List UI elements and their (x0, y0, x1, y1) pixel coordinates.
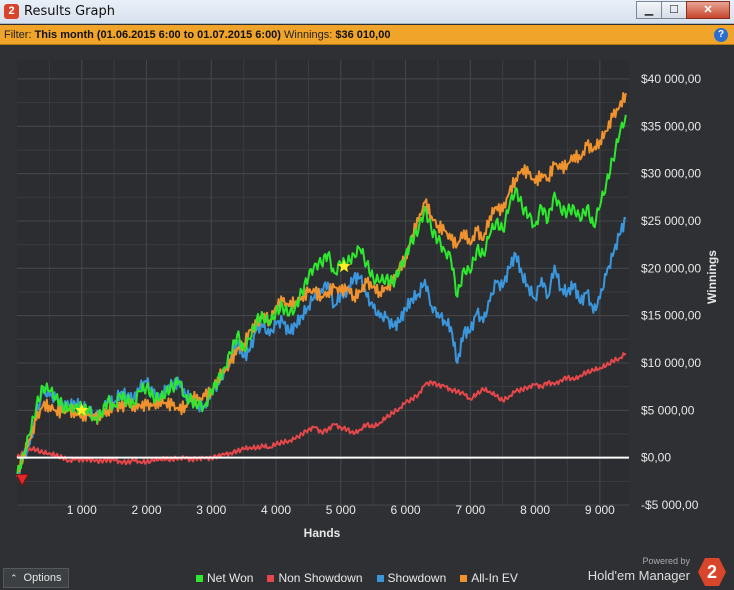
x-tick-label: 3 000 (196, 503, 226, 517)
legend-label-non-showdown: Non Showdown (278, 571, 363, 585)
y-tick-label: $40 000,00 (641, 72, 701, 86)
y-axis-label: Winnings (705, 250, 719, 304)
x-tick-label: 1 000 (67, 503, 97, 517)
series-lines (16, 92, 629, 477)
chart-markers (15, 259, 351, 487)
minimize-button[interactable]: ▁ (636, 1, 662, 19)
series-line-non-showdown (16, 352, 627, 466)
winnings-label: Winnings: (284, 29, 333, 41)
x-tick-label: 2 000 (132, 503, 162, 517)
branding: Powered by Hold'em Manager 2 (586, 556, 726, 590)
powered-by-text: Powered by (642, 556, 690, 566)
window-buttons: ▁ ☐ ✕ (636, 1, 730, 20)
legend-swatch-showdown (376, 574, 384, 582)
legend-label-showdown: Showdown (387, 571, 447, 585)
legend-label-all-in-ev: All-In EV (471, 571, 518, 585)
legend-item-showdown[interactable]: Showdown (376, 571, 447, 585)
y-tick-label: $0,00 (641, 451, 671, 465)
y-axis-ticks: -$5 000,00 $0,00 $5 000,00 $10 000,00 $15 00… (641, 72, 701, 512)
hem-app-icon: 2 (4, 4, 19, 19)
hem-logo-icon: 2 (698, 558, 726, 586)
legend-item-non-showdown[interactable]: Non Showdown (267, 571, 363, 585)
legend-label-net-won: Net Won (207, 571, 254, 585)
winnings-value: $36 010,00 (335, 29, 391, 41)
legend-swatch-non-showdown (267, 574, 275, 582)
x-tick-label: 5 000 (326, 503, 356, 517)
brand-name: Hold'em Manager (587, 568, 690, 583)
y-tick-label: $10 000,00 (641, 356, 701, 370)
x-tick-label: 6 000 (391, 503, 421, 517)
legend-swatch-all-in-ev (460, 574, 468, 582)
legend-swatch-net-won (196, 574, 203, 582)
x-tick-label: 4 000 (261, 503, 291, 517)
legend-item-net-won[interactable]: Net Won (196, 571, 253, 585)
x-tick-label: 9 000 (585, 503, 615, 517)
results-chart: -$5 000,00 $0,00 $5 000,00 $10 000,00 $15 00… (15, 60, 719, 540)
x-tick-label: 7 000 (455, 503, 485, 517)
filter-prefix: Filter: (4, 29, 32, 41)
chart-legend: Net Won Non Showdown Showdown All-In EV (196, 571, 532, 585)
filter-bar[interactable]: Filter: This month (01.06.2015 6:00 to 0… (0, 25, 734, 45)
x-axis-label: Hands (304, 526, 341, 540)
y-tick-label: $25 000,00 (641, 214, 701, 228)
star-marker-icon (75, 403, 89, 416)
y-tick-label: $20 000,00 (641, 261, 701, 275)
options-button[interactable]: ⌃ Options (3, 568, 69, 588)
close-button[interactable]: ✕ (686, 1, 730, 19)
chevron-up-icon: ⌃ (10, 573, 18, 583)
triangle-down-marker-icon (15, 473, 30, 487)
y-tick-label: $35 000,00 (641, 119, 701, 133)
title-bar[interactable]: 2 Results Graph ▁ ☐ ✕ (0, 0, 734, 24)
series-line-net-won (16, 114, 627, 477)
window-title: Results Graph (24, 4, 115, 19)
legend-item-all-in-ev[interactable]: All-In EV (460, 571, 518, 585)
help-icon[interactable]: ? (714, 28, 728, 42)
y-tick-label: $5 000,00 (641, 403, 695, 417)
x-axis-ticks: 1 000 2 000 3 000 4 000 5 000 6 000 7 000 8 000… (67, 503, 615, 517)
x-tick-label: 8 000 (520, 503, 550, 517)
y-tick-label: $30 000,00 (641, 167, 701, 181)
y-tick-label: -$5 000,00 (641, 498, 699, 512)
options-label: Options (23, 572, 62, 584)
series-line-all-in-ev (16, 92, 627, 477)
y-tick-label: $15 000,00 (641, 309, 701, 323)
filter-value: This month (01.06.2015 6:00 to 01.07.201… (34, 29, 281, 41)
star-marker-icon (337, 259, 351, 273)
bottom-bar: ⌃ Options Net Won Non Showdown Showdown A… (0, 556, 734, 590)
